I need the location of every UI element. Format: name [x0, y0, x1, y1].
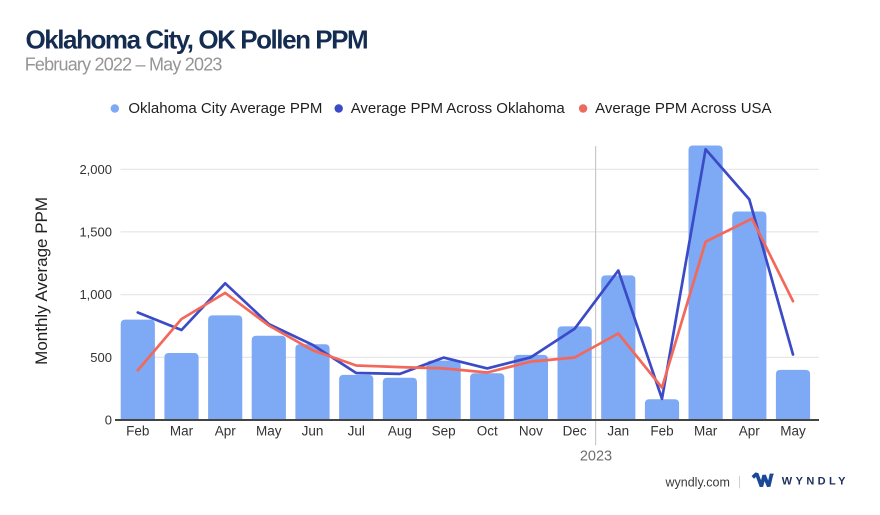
svg-text:May: May — [780, 424, 806, 439]
svg-text:500: 500 — [90, 350, 112, 365]
svg-text:0: 0 — [105, 413, 112, 428]
svg-text:Apr: Apr — [739, 424, 761, 439]
svg-text:1,000: 1,000 — [79, 287, 112, 302]
svg-text:Monthly Average PPM: Monthly Average PPM — [32, 197, 51, 365]
svg-text:February 2022 – May 2023: February 2022 – May 2023 — [25, 54, 223, 74]
svg-text:May: May — [256, 424, 282, 439]
svg-text:Average PPM Across Oklahoma: Average PPM Across Oklahoma — [351, 100, 566, 117]
svg-text:2023: 2023 — [580, 449, 612, 465]
svg-text:Dec: Dec — [563, 424, 587, 439]
svg-text:Jun: Jun — [302, 424, 324, 439]
svg-text:Oklahoma City, OK Pollen PPM: Oklahoma City, OK Pollen PPM — [26, 24, 368, 54]
svg-text:2,000: 2,000 — [79, 162, 112, 177]
svg-text:1,500: 1,500 — [79, 225, 112, 240]
svg-text:WYNDLY: WYNDLY — [782, 476, 849, 488]
svg-text:Oklahoma City Average PPM: Oklahoma City Average PPM — [128, 100, 322, 117]
svg-text:Feb: Feb — [126, 424, 149, 439]
svg-text:Apr: Apr — [215, 424, 237, 439]
svg-text:Nov: Nov — [519, 424, 543, 439]
svg-text:Jul: Jul — [348, 424, 365, 439]
svg-text:wyndly.com: wyndly.com — [665, 475, 730, 489]
svg-text:Mar: Mar — [694, 424, 718, 439]
svg-text:Oct: Oct — [477, 424, 498, 439]
svg-text:Average PPM Across USA: Average PPM Across USA — [595, 100, 771, 117]
svg-text:Mar: Mar — [170, 424, 194, 439]
svg-text:Feb: Feb — [650, 424, 673, 439]
svg-text:Sep: Sep — [432, 424, 456, 439]
svg-text:Jan: Jan — [607, 424, 629, 439]
svg-text:Aug: Aug — [388, 424, 412, 439]
